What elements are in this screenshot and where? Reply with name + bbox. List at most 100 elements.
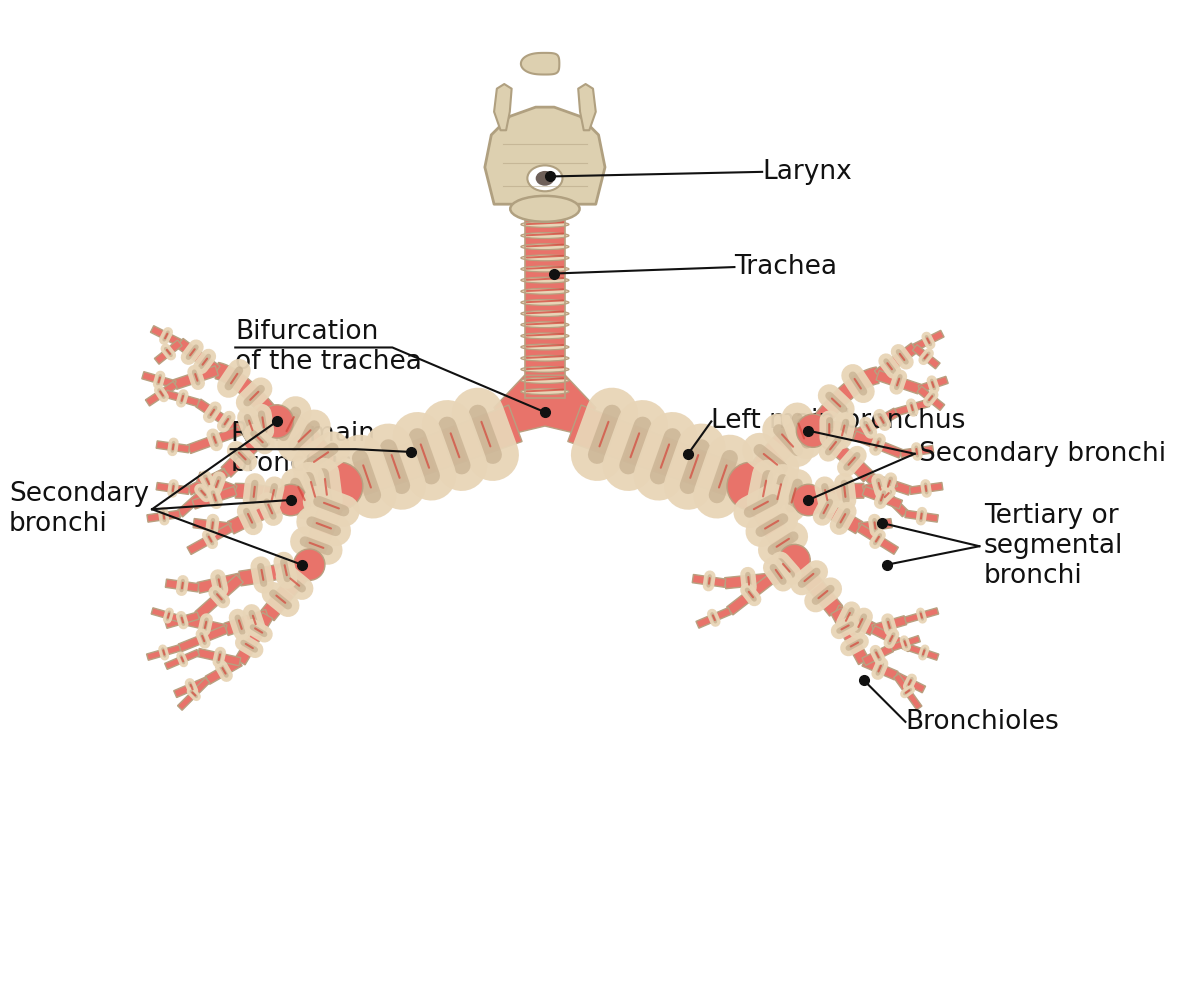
Polygon shape [905, 510, 938, 522]
Polygon shape [187, 524, 233, 554]
Polygon shape [151, 608, 185, 623]
Text: Bronchioles: Bronchioles [906, 709, 1060, 735]
Polygon shape [239, 558, 311, 586]
Text: Left main bronchus: Left main bronchus [712, 408, 966, 434]
Polygon shape [275, 410, 350, 492]
Circle shape [727, 462, 775, 510]
Ellipse shape [521, 344, 569, 350]
Text: Right main
bronchus: Right main bronchus [230, 421, 374, 477]
Polygon shape [862, 644, 894, 665]
Polygon shape [205, 658, 242, 684]
Bar [524, 209, 565, 398]
Polygon shape [197, 472, 238, 496]
Ellipse shape [510, 196, 580, 222]
Text: Larynx: Larynx [762, 159, 852, 185]
Ellipse shape [521, 255, 569, 261]
Polygon shape [192, 486, 236, 509]
Text: Secondary bronchi: Secondary bronchi [919, 441, 1166, 467]
Polygon shape [150, 326, 181, 346]
Circle shape [314, 462, 362, 510]
Ellipse shape [521, 277, 569, 283]
Polygon shape [918, 376, 948, 393]
Polygon shape [872, 616, 907, 634]
Polygon shape [865, 474, 908, 517]
Polygon shape [142, 372, 176, 388]
Polygon shape [176, 338, 220, 375]
Ellipse shape [521, 322, 569, 328]
Polygon shape [830, 608, 869, 665]
Polygon shape [858, 519, 893, 532]
Ellipse shape [521, 378, 569, 383]
Polygon shape [174, 677, 209, 698]
Polygon shape [806, 483, 864, 507]
Polygon shape [164, 650, 199, 669]
Polygon shape [852, 408, 899, 439]
Polygon shape [768, 555, 799, 585]
Polygon shape [806, 367, 880, 436]
Polygon shape [178, 678, 210, 710]
Polygon shape [146, 645, 181, 660]
Ellipse shape [521, 288, 569, 294]
Polygon shape [917, 386, 944, 410]
Polygon shape [725, 573, 772, 589]
Polygon shape [905, 608, 938, 623]
Ellipse shape [521, 300, 569, 305]
Polygon shape [862, 658, 898, 680]
Polygon shape [187, 426, 241, 454]
Polygon shape [866, 473, 912, 495]
Polygon shape [871, 626, 912, 652]
Polygon shape [235, 414, 277, 437]
Circle shape [793, 484, 824, 516]
Polygon shape [193, 519, 232, 532]
Ellipse shape [521, 222, 569, 227]
Polygon shape [857, 524, 899, 554]
Polygon shape [833, 605, 876, 635]
Circle shape [797, 414, 829, 447]
Text: Secondary
bronchi: Secondary bronchi [8, 481, 149, 537]
Polygon shape [578, 84, 595, 130]
Polygon shape [164, 612, 199, 628]
Polygon shape [568, 405, 756, 502]
Polygon shape [174, 366, 218, 389]
Polygon shape [875, 343, 918, 380]
Polygon shape [300, 482, 350, 568]
Polygon shape [863, 486, 902, 509]
Polygon shape [334, 405, 522, 502]
Polygon shape [811, 422, 859, 441]
Circle shape [275, 484, 306, 516]
Polygon shape [164, 390, 199, 406]
Polygon shape [179, 626, 228, 652]
Ellipse shape [521, 333, 569, 339]
Text: Tertiary or
segmental
bronchi: Tertiary or segmental bronchi [984, 503, 1123, 589]
Text: Trachea: Trachea [734, 254, 838, 280]
Ellipse shape [527, 165, 563, 191]
Ellipse shape [521, 311, 569, 317]
Text: Bifurcation
of the trachea: Bifurcation of the trachea [235, 319, 422, 375]
Polygon shape [853, 431, 902, 458]
Ellipse shape [521, 389, 569, 395]
Polygon shape [749, 474, 811, 510]
Polygon shape [194, 575, 244, 619]
Polygon shape [156, 482, 190, 494]
Polygon shape [196, 399, 242, 435]
Polygon shape [910, 645, 938, 660]
Polygon shape [284, 474, 338, 508]
Polygon shape [890, 636, 920, 651]
Ellipse shape [521, 233, 569, 238]
Polygon shape [740, 418, 818, 493]
Polygon shape [178, 469, 229, 517]
Polygon shape [809, 425, 874, 482]
Polygon shape [197, 648, 241, 666]
Ellipse shape [521, 244, 569, 250]
Circle shape [294, 549, 325, 580]
Polygon shape [910, 482, 943, 494]
Polygon shape [224, 609, 270, 636]
Ellipse shape [521, 355, 569, 361]
Polygon shape [228, 494, 294, 534]
Polygon shape [788, 555, 842, 616]
Polygon shape [494, 375, 595, 435]
Ellipse shape [521, 366, 569, 372]
Polygon shape [494, 84, 511, 130]
Polygon shape [521, 53, 559, 75]
Polygon shape [805, 494, 863, 534]
